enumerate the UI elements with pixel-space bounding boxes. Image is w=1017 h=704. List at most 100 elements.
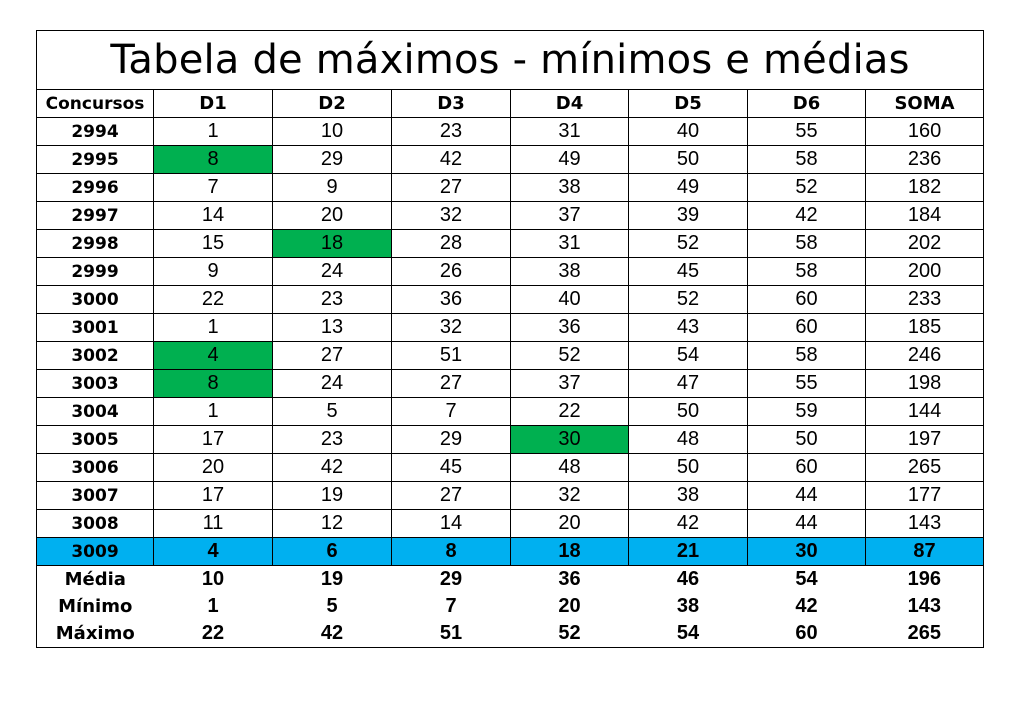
concurso-number: 3002 bbox=[36, 341, 154, 370]
stat-row-média: Média 10 19 29 36 46 54 196 bbox=[36, 565, 985, 593]
stat-value: 20 bbox=[558, 595, 581, 617]
table-cell: 4 bbox=[153, 341, 273, 370]
stat-value: 7 bbox=[445, 595, 457, 617]
table-cell: 58 bbox=[747, 257, 866, 286]
table-row: 2995 8 29 42 49 50 58 236 bbox=[36, 145, 985, 174]
table-cell: 43 bbox=[628, 313, 748, 342]
table-cell: 48 bbox=[628, 425, 748, 454]
table-cell: 60 bbox=[747, 313, 866, 342]
table-cell: 45 bbox=[391, 453, 511, 482]
table-cell: 58 bbox=[747, 229, 866, 258]
table-cell: 50 bbox=[628, 145, 748, 174]
table-cell: 40 bbox=[628, 117, 748, 146]
table-row: 3008 11 12 14 20 42 44 143 bbox=[36, 509, 985, 538]
table-cell: 27 bbox=[272, 341, 392, 370]
table-cell: 18 bbox=[272, 229, 392, 258]
table-cell: 200 bbox=[864, 257, 985, 286]
table-cell: 27 bbox=[391, 369, 511, 398]
stat-value: 54 bbox=[628, 620, 748, 648]
table-cell: 51 bbox=[391, 341, 511, 370]
concurso-number: 3000 bbox=[36, 285, 154, 314]
table-cell: 30 bbox=[747, 537, 866, 566]
stat-label: Máximo bbox=[36, 620, 154, 648]
table-cell: 42 bbox=[391, 145, 511, 174]
table-cell: 22 bbox=[510, 397, 629, 426]
table-cell: 12 bbox=[272, 509, 392, 538]
table-cell: 38 bbox=[628, 481, 748, 510]
table-cell: 24 bbox=[272, 369, 392, 398]
table-row: 3002 4 27 51 52 54 58 246 bbox=[36, 341, 985, 370]
table-row: 3004 1 5 7 22 50 59 144 bbox=[36, 397, 985, 426]
table-cell: 20 bbox=[153, 453, 273, 482]
stat-value: 42 bbox=[795, 595, 818, 617]
stat-value: 1 bbox=[207, 595, 219, 617]
table-cell: 47 bbox=[628, 369, 748, 398]
table-cell: 37 bbox=[510, 369, 629, 398]
table-cell: 54 bbox=[628, 341, 748, 370]
table-cell: 36 bbox=[510, 313, 629, 342]
concurso-number: 2995 bbox=[36, 145, 154, 174]
table-cell: 22 bbox=[153, 285, 273, 314]
table-cell: 48 bbox=[510, 453, 629, 482]
table-cell: 29 bbox=[272, 145, 392, 174]
table-cell: 4 bbox=[153, 537, 273, 566]
table-cell: 17 bbox=[153, 425, 273, 454]
table-cell: 87 bbox=[864, 537, 985, 566]
table-cell: 15 bbox=[153, 229, 273, 258]
table-cell: 8 bbox=[391, 537, 511, 566]
table-cell: 27 bbox=[391, 481, 511, 510]
stats-table: Tabela de máximos - mínimos e médias Con… bbox=[35, 30, 985, 648]
table-cell: 11 bbox=[153, 509, 273, 538]
table-row: 2996 7 9 27 38 49 52 182 bbox=[36, 173, 985, 202]
concurso-number: 2998 bbox=[36, 229, 154, 258]
concurso-number: 2999 bbox=[36, 257, 154, 286]
table-cell: 55 bbox=[747, 369, 866, 398]
table-cell: 143 bbox=[864, 509, 985, 538]
table-row: 2997 14 20 32 37 39 42 184 bbox=[36, 201, 985, 230]
table-cell: 20 bbox=[272, 201, 392, 230]
column-header-d2: D2 bbox=[272, 89, 392, 118]
stat-value: 51 bbox=[391, 620, 511, 648]
table-cell: 45 bbox=[628, 257, 748, 286]
stat-value: 10 bbox=[153, 565, 273, 593]
table-cell: 7 bbox=[391, 397, 511, 426]
table-cell: 23 bbox=[272, 285, 392, 314]
column-header-soma: SOMA bbox=[864, 89, 985, 118]
column-header-d3: D3 bbox=[391, 89, 511, 118]
table-cell: 52 bbox=[510, 341, 629, 370]
table-cell: 17 bbox=[153, 481, 273, 510]
stat-row-máximo: Máximo 22 42 51 52 54 60 265 bbox=[36, 620, 985, 648]
stat-value: 265 bbox=[865, 620, 985, 648]
table-cell: 60 bbox=[747, 453, 866, 482]
table-cell: 32 bbox=[391, 313, 511, 342]
table-cell: 52 bbox=[628, 285, 748, 314]
table-cell: 31 bbox=[510, 229, 629, 258]
table-cell: 50 bbox=[628, 397, 748, 426]
stat-value: 36 bbox=[510, 565, 629, 593]
table-cell: 10 bbox=[272, 117, 392, 146]
table-cell: 198 bbox=[864, 369, 985, 398]
table-cell: 7 bbox=[153, 173, 273, 202]
table-cell: 184 bbox=[864, 201, 985, 230]
table-cell: 197 bbox=[864, 425, 985, 454]
column-header-d4: D4 bbox=[510, 89, 629, 118]
table-cell: 59 bbox=[747, 397, 866, 426]
stat-value: 22 bbox=[153, 620, 273, 648]
table-cell: 29 bbox=[391, 425, 511, 454]
concurso-number: 3007 bbox=[36, 481, 154, 510]
table-cell: 5 bbox=[272, 397, 392, 426]
table-cell: 182 bbox=[864, 173, 985, 202]
current-contest-row: 3009 4 6 8 18 21 30 87 bbox=[36, 537, 985, 566]
table-cell: 27 bbox=[391, 173, 511, 202]
table-cell: 60 bbox=[747, 285, 866, 314]
table-cell: 233 bbox=[864, 285, 985, 314]
table-cell: 20 bbox=[510, 509, 629, 538]
table-cell: 23 bbox=[391, 117, 511, 146]
table-cell: 185 bbox=[864, 313, 985, 342]
stat-value: 5 bbox=[326, 595, 338, 617]
table-cell: 58 bbox=[747, 145, 866, 174]
table-cell: 40 bbox=[510, 285, 629, 314]
table-cell: 177 bbox=[864, 481, 985, 510]
table-cell: 30 bbox=[510, 425, 629, 454]
table-cell: 236 bbox=[864, 145, 985, 174]
